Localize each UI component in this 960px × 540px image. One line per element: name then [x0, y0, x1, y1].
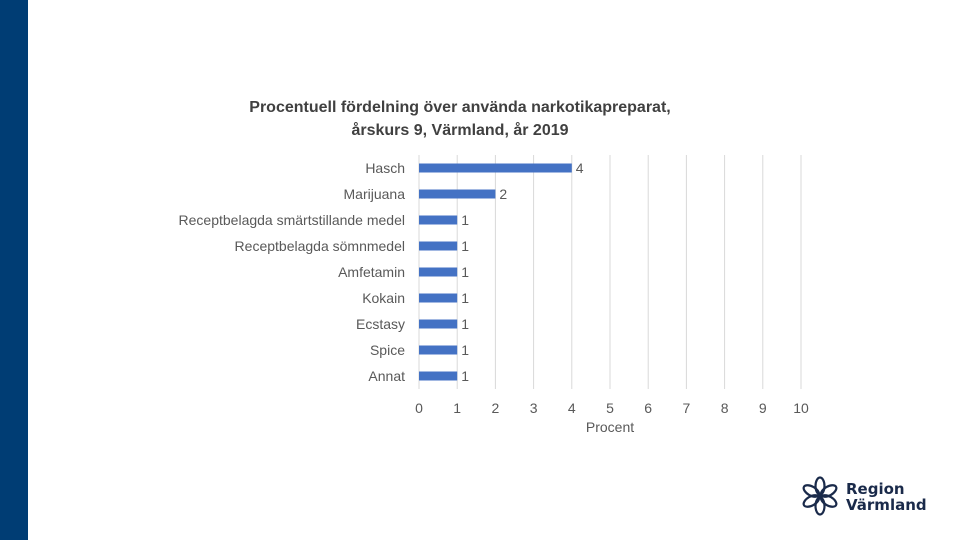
bar [419, 267, 458, 277]
category-label: Receptbelagda sömnmedel [235, 238, 405, 254]
data-label: 1 [461, 212, 469, 228]
bar [419, 345, 458, 355]
data-label: 1 [461, 290, 469, 306]
x-tick-label: 7 [683, 400, 691, 416]
x-tick-label: 10 [793, 400, 809, 416]
region-varmland-logo: Region Värmland [800, 476, 940, 520]
x-tick-label: 5 [606, 400, 614, 416]
data-label: 1 [461, 368, 469, 384]
x-tick-label: 0 [415, 400, 423, 416]
data-label: 1 [461, 342, 469, 358]
category-label: Marijuana [344, 186, 406, 202]
bar [419, 215, 458, 225]
x-tick-label: 3 [530, 400, 538, 416]
logo-line-1: Region [846, 480, 905, 498]
x-tick-label: 6 [644, 400, 652, 416]
logo-line-2: Värmland [846, 496, 927, 514]
data-label: 2 [499, 186, 507, 202]
x-tick-label: 1 [453, 400, 461, 416]
x-axis-title: Procent [586, 419, 634, 435]
bar [419, 163, 572, 173]
bar [419, 241, 458, 251]
category-label: Hasch [365, 160, 405, 176]
bar [419, 319, 458, 329]
data-label: 4 [576, 160, 584, 176]
chart-title-line-1: Procentuell fördelning över använda nark… [249, 99, 671, 116]
category-label: Amfetamin [338, 264, 405, 280]
x-tick-label: 2 [492, 400, 500, 416]
category-label: Ecstasy [356, 316, 405, 332]
x-tick-label: 8 [721, 400, 729, 416]
chart-title: Procentuell fördelning över använda nark… [180, 96, 740, 142]
bar [419, 189, 496, 199]
bar [419, 371, 458, 381]
data-label: 1 [461, 316, 469, 332]
x-tick-label: 4 [568, 400, 576, 416]
data-label: 1 [461, 264, 469, 280]
category-label: Receptbelagda smärtstillande medel [179, 212, 405, 228]
logo-text: Region Värmland [846, 481, 927, 513]
data-label: 1 [461, 238, 469, 254]
category-label: Kokain [362, 290, 405, 306]
chart-title-line-2: årskurs 9, Värmland, år 2019 [351, 122, 569, 139]
category-label: Annat [368, 368, 405, 384]
category-label: Spice [370, 342, 405, 358]
x-tick-label: 9 [759, 400, 767, 416]
side-band [0, 0, 28, 540]
bar [419, 293, 458, 303]
flower-logo-icon [802, 476, 838, 516]
